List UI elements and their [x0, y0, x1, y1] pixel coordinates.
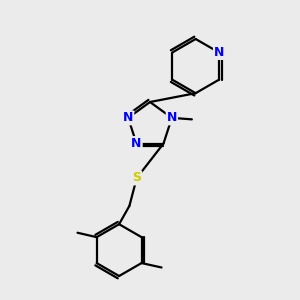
Text: N: N: [167, 111, 177, 124]
Text: S: S: [132, 172, 141, 184]
Text: N: N: [131, 137, 142, 150]
Text: N: N: [214, 46, 224, 59]
Text: N: N: [123, 111, 133, 124]
